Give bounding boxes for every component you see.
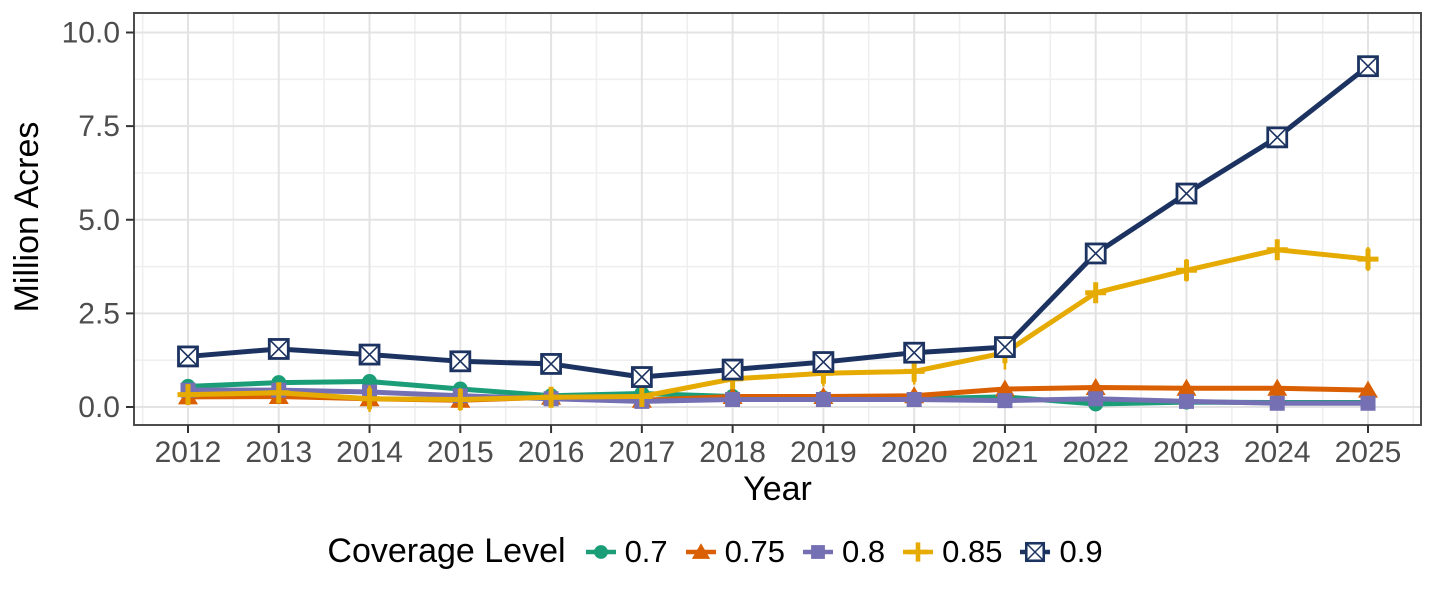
marker-square — [1088, 391, 1104, 407]
x-tick-label: 2022 — [1062, 436, 1129, 469]
x-tick-label: 2012 — [155, 436, 222, 469]
marker-square — [997, 393, 1013, 409]
legend-item-0.85: 0.85 — [901, 534, 1002, 570]
marker-plus — [540, 386, 562, 408]
y-tick-label: 0.0 — [78, 391, 120, 424]
marker-plus — [177, 384, 199, 406]
marker-plus — [449, 389, 471, 411]
marker-square-cross-x — [1357, 56, 1379, 77]
legend-marker-0.9-icon — [1020, 541, 1051, 562]
marker-triangle — [1267, 378, 1288, 396]
x-tick-label: 2019 — [790, 436, 857, 469]
x-tick-label: 2016 — [518, 436, 585, 469]
marker-plus — [1085, 282, 1107, 304]
legend-item-0.7: 0.7 — [584, 534, 668, 570]
marker-plus — [908, 541, 928, 562]
marker-plus — [1357, 248, 1379, 270]
marker-square-cross-x — [1026, 542, 1045, 561]
legend-label-0.75: 0.75 — [724, 533, 786, 569]
marker-square-cross-x — [813, 351, 834, 373]
legend-label-0.9: 0.9 — [1059, 533, 1103, 569]
marker-square-cross-x — [450, 351, 471, 372]
x-tick-label: 2013 — [245, 436, 312, 469]
marker-circle — [593, 544, 608, 559]
marker-square-cross-x — [631, 366, 652, 388]
legend-marker-0.85-icon — [903, 541, 934, 562]
marker-square-cross-x — [1085, 243, 1106, 264]
marker-triangle — [691, 542, 710, 559]
legend-title: Coverage Level — [327, 532, 566, 570]
series-line-0.9 — [185, 63, 1371, 380]
x-tick-label: 2024 — [1244, 436, 1311, 469]
x-tick-label: 2014 — [336, 436, 403, 469]
series-line-0.8 — [185, 387, 1371, 406]
marker-square — [1360, 395, 1376, 411]
marker-square — [815, 392, 831, 408]
marker-square-cross-x — [722, 359, 743, 380]
legend-label-0.7: 0.7 — [624, 533, 668, 569]
marker-square — [906, 392, 922, 408]
legend-label-0.8: 0.8 — [842, 533, 886, 569]
marker-triangle — [1358, 380, 1379, 398]
x-tick-label: 2021 — [972, 436, 1039, 469]
marker-square-cross-x — [541, 353, 562, 374]
legend-marker-0.7-icon — [585, 544, 616, 559]
marker-square — [811, 544, 825, 559]
x-tick-label: 2025 — [1335, 436, 1402, 469]
legend-item-0.8: 0.8 — [801, 534, 885, 570]
y-tick-label: 7.5 — [78, 110, 120, 143]
marker-square-cross-x — [1267, 127, 1288, 148]
legend-marker-0.75-icon — [685, 542, 716, 559]
marker-plus — [631, 386, 653, 408]
marker-plus — [1266, 239, 1288, 261]
marker-square — [725, 392, 741, 408]
marker-triangle — [994, 379, 1015, 397]
x-tick-label: 2018 — [699, 436, 766, 469]
x-tick-label: 2020 — [881, 436, 948, 469]
marker-square-cross-x — [1176, 183, 1197, 204]
legend: Coverage Level 0.7 0.75 0.8 0.85 0.9 — [0, 532, 1430, 571]
marker-square-cross-x — [904, 342, 925, 363]
legend-items: 0.7 0.75 0.8 0.85 0.9 — [584, 534, 1103, 570]
x-tick-label: 2017 — [608, 436, 675, 469]
legend-item-0.9: 0.9 — [1018, 533, 1103, 570]
x-tick-label: 2023 — [1153, 436, 1220, 469]
y-tick-label: 2.5 — [78, 297, 120, 330]
marker-square-cross-x — [268, 338, 289, 360]
legend-item-0.75: 0.75 — [684, 534, 785, 570]
marker-square — [1178, 393, 1194, 409]
marker-square-cross-x — [994, 337, 1015, 358]
marker-triangle — [1085, 378, 1106, 396]
x-axis-title: Year — [743, 470, 812, 508]
legend-marker-0.8-icon — [803, 544, 834, 559]
x-tick-label: 2015 — [427, 436, 494, 469]
marker-square-cross-x — [177, 346, 199, 367]
marker-plus — [1175, 259, 1197, 281]
marker-triangle — [1176, 378, 1197, 396]
marker-plus — [268, 382, 290, 404]
y-tick-label: 10.0 — [62, 17, 120, 50]
marker-square-cross-x — [359, 344, 380, 365]
marker-square — [1269, 395, 1285, 411]
marker-plus — [903, 360, 925, 382]
series-line-0.85 — [185, 247, 1371, 403]
legend-label-0.85: 0.85 — [942, 533, 1003, 569]
plot-area: 0.0 2.5 5.0 7.5 10.0 2012 2013 2014 2015 2016 2017… — [62, 12, 1422, 469]
y-tick-label: 5.0 — [78, 204, 120, 237]
marker-plus — [359, 388, 381, 410]
